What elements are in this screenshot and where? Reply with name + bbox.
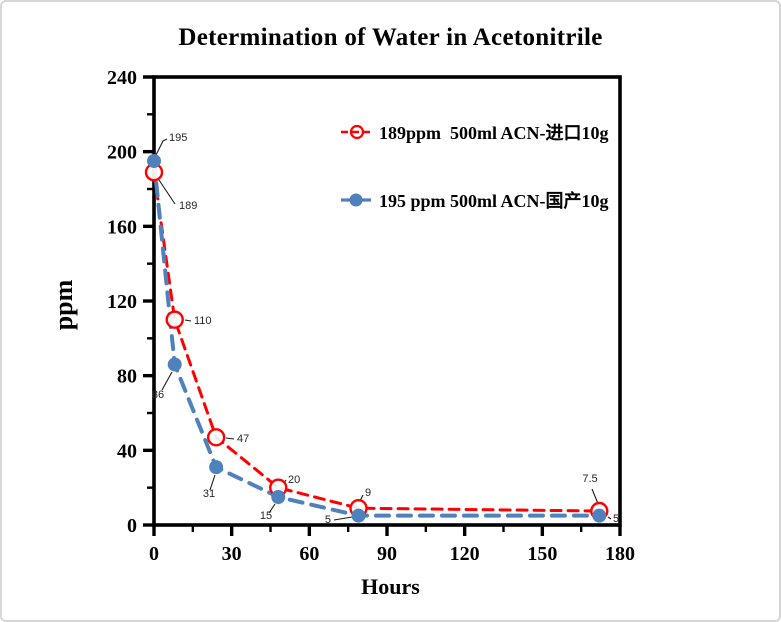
x-tick-label: 60 [299, 543, 319, 565]
label-leader-line [209, 474, 216, 491]
point-label: 31 [203, 488, 215, 500]
label-leader-line [268, 503, 276, 514]
data-point-blue [271, 490, 286, 504]
data-point-red [206, 428, 226, 447]
series-line-blue [152, 159, 602, 518]
series-line-red [152, 170, 601, 513]
data-point-blue [147, 154, 161, 168]
point-label: 15 [260, 510, 272, 522]
chart-title: Determination of Water in Acetonitrile [178, 24, 603, 51]
label-leader-line [158, 179, 176, 205]
point-label: 5 [325, 514, 331, 526]
data-point-blue [351, 508, 366, 523]
point-label: 110 [194, 315, 212, 327]
legend: 189ppm 500ml ACN-进口10g 195 ppm 500ml ACN… [340, 119, 640, 213]
y-axis: 0 40 80 120 160 200 240 [107, 67, 154, 537]
red-dashed-open-circle-icon [341, 124, 371, 140]
point-label: 7.5 [582, 473, 597, 485]
label-leader-line [184, 319, 192, 322]
point-label: 9 [365, 487, 371, 499]
point-label: 20 [288, 474, 300, 486]
label-leader-line [225, 437, 235, 440]
y-tick-label: 40 [117, 440, 137, 462]
label-leader-line [333, 516, 353, 521]
data-point-blue [209, 460, 224, 475]
y-tick-label: 160 [107, 216, 137, 238]
legend-item-domestic: 195 ppm 500ml ACN-国产10g [340, 187, 640, 213]
data-point-blue [592, 508, 607, 523]
x-tick-label: 180 [605, 543, 635, 565]
y-tick-label: 80 [117, 366, 137, 388]
x-tick-label: 0 [149, 543, 159, 565]
x-tick-label: 120 [450, 543, 480, 565]
point-label: 86 [152, 389, 164, 401]
point-label: 195 [169, 132, 187, 144]
x-tick-label: 90 [377, 543, 397, 565]
blue-line-filled-circle-icon [341, 193, 371, 207]
data-point-red [165, 310, 184, 329]
legend-label-imported: 189ppm 500ml ACN-进口10g [379, 123, 609, 143]
point-label: 189 [179, 200, 197, 212]
x-axis-title: Hours [361, 574, 420, 599]
point-label: 47 [237, 433, 249, 445]
label-leader-line [161, 371, 173, 391]
x-axis: 0 30 60 90 120 150 180 [149, 525, 635, 565]
label-leader-line [607, 516, 612, 520]
y-tick-label: 240 [107, 67, 137, 89]
point-label: 5 [613, 513, 619, 525]
data-point-blue [167, 357, 182, 372]
y-tick-label: 120 [107, 291, 137, 313]
label-leader-line [155, 138, 168, 156]
y-tick-label: 200 [107, 142, 137, 164]
y-tick-label: 0 [127, 515, 137, 537]
x-tick-label: 30 [222, 543, 242, 565]
legend-item-imported: 189ppm 500ml ACN-进口10g [340, 119, 640, 145]
x-tick-label: 150 [527, 543, 557, 565]
legend-label-domestic: 195 ppm 500ml ACN-国产10g [379, 191, 609, 211]
